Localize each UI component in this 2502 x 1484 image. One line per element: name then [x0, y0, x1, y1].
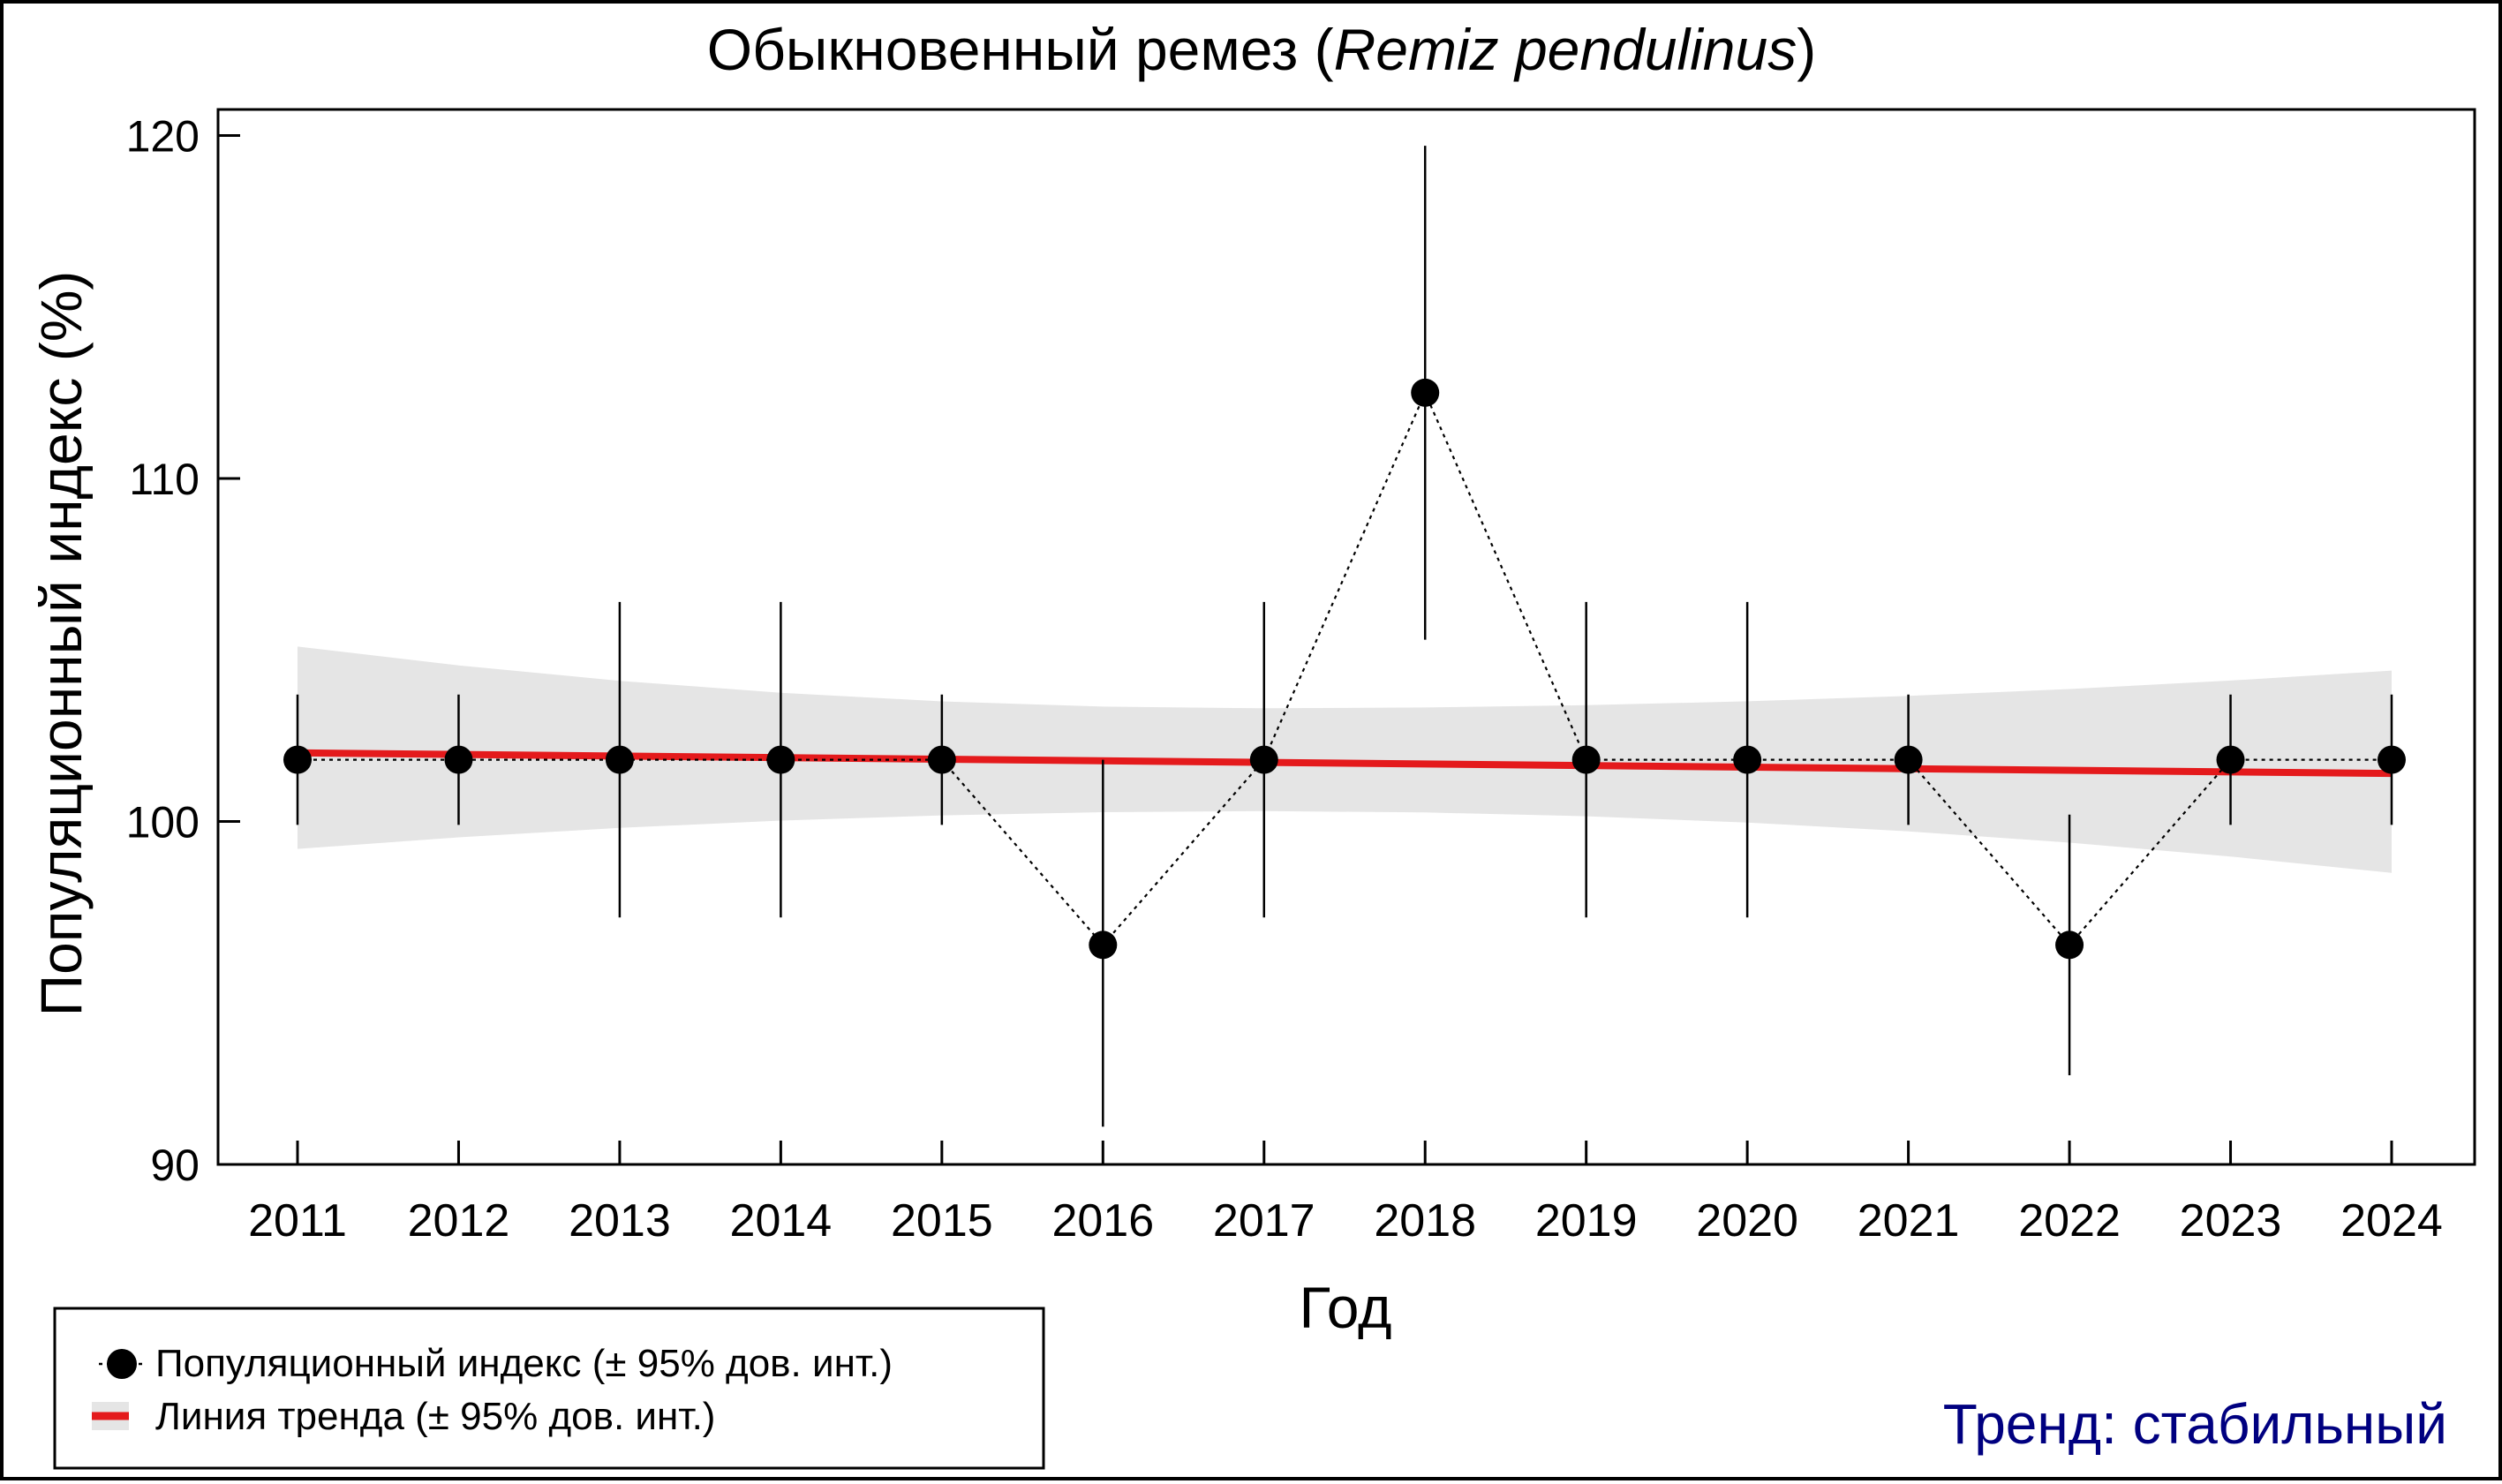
trend-annotation: Тренд: стабильный	[1943, 1392, 2447, 1456]
index-point-2020	[1733, 745, 1762, 774]
legend-label-trend: Линия тренда (± 95% дов. инт.)	[155, 1395, 715, 1438]
y-axis: 90 100 110 120	[126, 112, 240, 1190]
index-line-layer	[298, 390, 2392, 947]
index-point-2011	[283, 745, 312, 774]
y-axis-label: Популяционный индекс (%)	[28, 271, 94, 1017]
trend-line-layer	[297, 749, 2393, 778]
title-suffix: )	[1797, 17, 1816, 82]
index-point-2017	[1249, 745, 1278, 774]
x-tick-label-2023: 2023	[2180, 1195, 2282, 1247]
index-point-2013	[605, 745, 634, 774]
y-tick-label-100: 100	[126, 798, 200, 847]
y-tick-label-110: 110	[129, 455, 200, 504]
index-point-2019	[1571, 745, 1601, 774]
plot-area-border	[216, 108, 2476, 1166]
index-point-2016	[1089, 930, 1118, 960]
y-tick-label-120: 120	[126, 112, 200, 162]
x-tick-label-2011: 2011	[248, 1195, 347, 1247]
legend: Популяционный индекс (± 95% дов. инт.) Л…	[53, 1307, 1045, 1470]
title-species: Remiz pendulinus	[1334, 17, 1797, 82]
index-line	[298, 390, 2392, 947]
legend-box	[53, 1307, 1045, 1470]
x-tick-label-2024: 2024	[2340, 1195, 2443, 1247]
chart-title: Обыкновенный ремез (Remiz pendulinus)	[707, 17, 1816, 82]
x-tick-label-2015: 2015	[891, 1195, 993, 1247]
index-point-2024	[2377, 745, 2406, 774]
legend-label-index: Популяционный индекс (± 95% дов. инт.)	[155, 1342, 893, 1385]
x-tick-label-2021: 2021	[1858, 1195, 1960, 1247]
chart-svg: Обыкновенный ремез (Remiz pendulinus) 90…	[28, 17, 2476, 1470]
x-tick-label-2019: 2019	[1535, 1195, 1638, 1247]
x-axis: 2011 2012 2013 2014 2015 2016 2017 2018 2019 2020…	[248, 1141, 2443, 1247]
index-point-2021	[1894, 745, 1923, 774]
x-axis-label: Год	[1299, 1275, 1391, 1340]
index-point-2018	[1411, 378, 1440, 407]
trend-line	[297, 749, 2393, 778]
x-tick-label-2016: 2016	[1051, 1195, 1154, 1247]
x-tick-label-2014: 2014	[730, 1195, 833, 1247]
index-points-layer	[283, 378, 2406, 960]
index-point-2015	[927, 745, 956, 774]
x-tick-label-2018: 2018	[1374, 1195, 1476, 1247]
title-prefix: Обыкновенный ремез (	[707, 17, 1334, 82]
index-point-2014	[766, 745, 795, 774]
y-tick-label-90: 90	[150, 1141, 200, 1190]
index-point-2023	[2216, 745, 2245, 774]
error-bars-layer	[296, 146, 2393, 1127]
x-tick-label-2017: 2017	[1213, 1195, 1315, 1247]
index-point-2022	[2055, 930, 2084, 960]
x-tick-label-2020: 2020	[1696, 1195, 1798, 1247]
index-point-2012	[444, 745, 473, 774]
legend-point-icon	[107, 1349, 137, 1379]
x-tick-label-2012: 2012	[408, 1195, 510, 1247]
x-tick-label-2013: 2013	[569, 1195, 671, 1247]
x-tick-label-2022: 2022	[2018, 1195, 2121, 1247]
